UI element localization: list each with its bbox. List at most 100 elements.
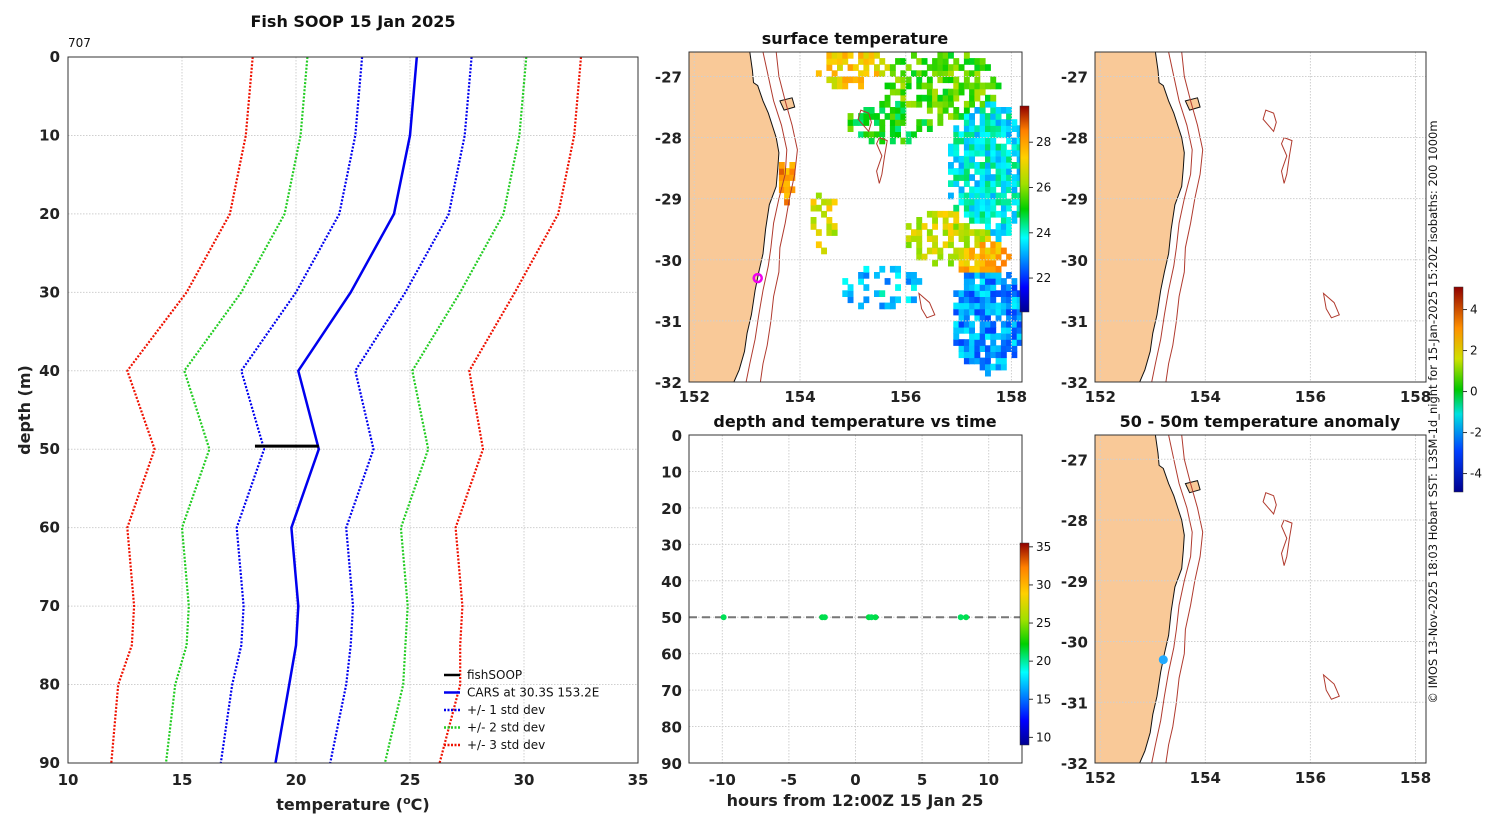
sst-cell — [895, 100, 901, 108]
legend-entry-label: CARS at 30.3S 153.2E — [467, 686, 599, 700]
time-y-tick-label: 40 — [661, 573, 682, 591]
sst-cell — [969, 253, 975, 261]
sst-cell — [858, 113, 864, 120]
sst-cell — [953, 253, 960, 261]
sst-cell — [995, 235, 1002, 242]
sst-cell — [1011, 308, 1018, 316]
sst-cell — [889, 119, 896, 126]
sst-cell — [985, 119, 991, 126]
profile-y-tick-label: 90 — [39, 754, 60, 772]
sst-cell — [784, 168, 790, 175]
sst-cell — [990, 76, 997, 84]
sst-cell — [932, 100, 938, 108]
sst-cell — [921, 58, 928, 65]
sst-cell — [1011, 198, 1018, 206]
map-y-tick-label: -30 — [655, 252, 682, 270]
sst-cell — [995, 131, 1002, 139]
sst-cell — [979, 125, 986, 132]
time-y-tick-label: 20 — [661, 500, 682, 518]
sst-cell — [948, 143, 954, 151]
sst-cell — [948, 76, 954, 84]
sst-cell — [969, 320, 975, 328]
time-ticks: -10 -5 0 5 10 0 10 20 30 40 50 60 70 80 90 — [661, 427, 999, 789]
coastline — [1139, 435, 1185, 763]
sst-cell — [985, 174, 991, 181]
sst-cell — [969, 278, 975, 285]
sst-cell — [926, 229, 933, 236]
sst-cell — [969, 70, 975, 77]
sst-cell — [990, 265, 997, 273]
map-y-tick-label: -32 — [1061, 374, 1088, 392]
map-y-tick-label: -28 — [1061, 130, 1088, 148]
sst-cell — [969, 131, 975, 139]
time-x-tick-label: 10 — [978, 771, 999, 789]
sst-cell — [974, 210, 981, 218]
sst-cell — [979, 272, 986, 279]
colorbar-tick-label: 30 — [1036, 578, 1051, 592]
sst-cell — [810, 217, 817, 224]
sst-cell — [1016, 192, 1022, 200]
sst-cell — [879, 302, 886, 310]
sst-cell — [815, 229, 822, 236]
sst-cell — [979, 314, 986, 322]
sst-cell — [963, 247, 970, 255]
sst-cell — [863, 296, 870, 304]
sst-cell — [879, 58, 886, 65]
sst-cell — [932, 70, 938, 77]
sst-cell — [937, 58, 944, 65]
sst-cell — [985, 253, 991, 261]
std-line-3-lower — [110, 57, 254, 763]
sst-cell — [884, 64, 891, 71]
sst-cell — [1006, 284, 1012, 291]
sst-cell — [990, 143, 997, 151]
sst-cell — [1011, 174, 1018, 181]
sst-cell — [778, 174, 785, 181]
sst-cell — [979, 180, 986, 187]
sst-cell — [916, 223, 923, 230]
sst-cell — [974, 88, 981, 96]
isobath-map-layer — [1095, 52, 1340, 382]
sst-cell — [979, 284, 986, 291]
sst-cell — [1000, 125, 1007, 132]
sst-cell — [810, 223, 817, 230]
sst-cell — [974, 314, 981, 322]
map-y-tick-label: -29 — [1061, 573, 1088, 591]
sst-cell — [963, 137, 970, 145]
anomaly-map-layer — [1095, 435, 1340, 763]
sst-cell — [974, 308, 981, 316]
sst-cell — [979, 265, 986, 273]
sst-cell — [879, 290, 886, 297]
sst-cell — [953, 82, 960, 90]
sst-cell — [953, 333, 960, 340]
sst-cell — [1006, 217, 1012, 224]
sst-cell — [953, 290, 960, 297]
sst-cell — [1016, 296, 1022, 304]
sst-cell — [905, 296, 912, 304]
sst-cell — [889, 107, 896, 114]
sst-cell — [942, 58, 949, 65]
isobath-axes-box — [1094, 51, 1427, 383]
sst-cell — [948, 149, 954, 157]
sst-cell — [958, 314, 965, 322]
isobath-1000m — [1165, 435, 1204, 763]
sst-cell — [969, 82, 975, 90]
island — [1184, 479, 1201, 494]
sst-cell — [953, 88, 960, 96]
sst-cell — [985, 64, 991, 71]
sst-cell — [889, 88, 896, 96]
profile-x-label: temperature (oC) — [276, 794, 429, 814]
sst-cell — [979, 333, 986, 340]
sst-cell — [995, 192, 1002, 200]
sst-cell — [958, 235, 965, 242]
sst-cell — [863, 284, 870, 291]
sst-cell — [974, 290, 981, 297]
sst-cell — [985, 180, 991, 187]
sst-cell — [963, 223, 970, 230]
colorbar-tick-label: 24 — [1036, 226, 1051, 240]
sst-cell — [1011, 296, 1018, 304]
sst-cell — [985, 265, 991, 273]
sst-cell — [990, 107, 997, 114]
sst-cell — [895, 131, 901, 139]
island — [1184, 97, 1201, 111]
sst-cell — [990, 125, 997, 132]
